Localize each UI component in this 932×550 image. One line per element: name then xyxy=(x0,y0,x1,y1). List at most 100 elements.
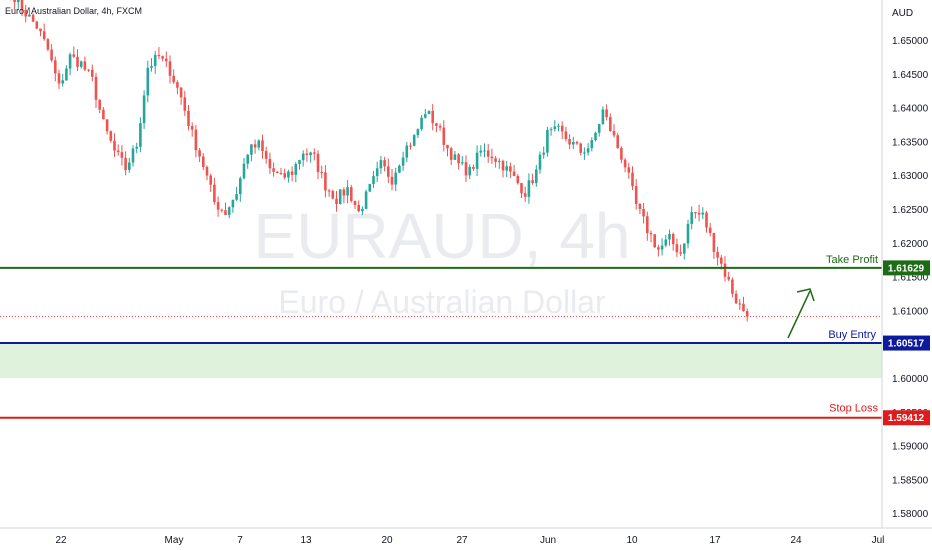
candle xyxy=(13,0,16,10)
candle xyxy=(420,114,423,131)
candle xyxy=(745,308,749,322)
candle xyxy=(342,187,346,204)
candle xyxy=(686,219,690,249)
price-tick: 1.61500 xyxy=(892,273,929,284)
candle xyxy=(461,156,464,166)
candle xyxy=(361,206,364,216)
time-tick: May xyxy=(165,535,184,546)
candle xyxy=(653,233,656,249)
candle xyxy=(316,150,320,180)
candle xyxy=(209,173,212,192)
candle xyxy=(557,123,560,132)
candle xyxy=(708,222,712,237)
price-axis-currency: AUD xyxy=(892,8,913,19)
candle xyxy=(523,186,527,202)
take-profit-tag: 1.61629 xyxy=(883,260,930,276)
candle xyxy=(68,52,72,76)
candle xyxy=(301,150,305,167)
candle xyxy=(601,106,605,125)
watermark-name: Euro / Australian Dollar xyxy=(278,284,606,320)
candle xyxy=(72,46,76,58)
price-tick: 1.65000 xyxy=(892,36,929,47)
candle xyxy=(187,105,190,131)
candle xyxy=(239,176,242,202)
candle xyxy=(305,148,309,162)
candle xyxy=(620,146,623,164)
candle xyxy=(486,143,490,163)
candle xyxy=(94,72,98,108)
candle xyxy=(646,211,649,241)
candle xyxy=(742,296,745,312)
candle xyxy=(113,133,116,157)
candle xyxy=(416,128,420,138)
candle xyxy=(20,0,24,17)
take-profit-value: 1.61629 xyxy=(888,263,925,274)
candle xyxy=(394,167,397,192)
candle xyxy=(679,244,682,257)
candle xyxy=(213,178,216,205)
candle xyxy=(309,151,312,163)
candle xyxy=(453,150,457,161)
time-axis[interactable] xyxy=(0,528,932,550)
candle xyxy=(79,60,83,69)
take-profit-label: Take Profit xyxy=(826,254,878,266)
candle xyxy=(475,145,479,176)
candle xyxy=(87,69,90,72)
candle xyxy=(623,158,627,173)
candle xyxy=(660,238,664,256)
price-tick: 1.62500 xyxy=(892,205,929,216)
candle xyxy=(697,204,701,222)
time-tick: 10 xyxy=(626,535,638,546)
candle xyxy=(579,142,582,156)
candle xyxy=(438,123,442,131)
time-tick: 27 xyxy=(456,535,468,546)
candle xyxy=(231,199,235,213)
up-arrow-icon xyxy=(787,288,815,339)
time-tick: Jun xyxy=(540,535,556,546)
candle xyxy=(294,162,298,183)
candle xyxy=(198,148,201,163)
candle xyxy=(364,189,368,210)
candle xyxy=(246,153,249,169)
candle xyxy=(105,119,109,135)
time-tick: 22 xyxy=(55,535,67,546)
candle xyxy=(139,117,142,153)
candle xyxy=(512,164,516,177)
candle xyxy=(235,186,238,202)
candle xyxy=(124,151,127,176)
candle xyxy=(368,183,372,193)
candle xyxy=(690,206,693,230)
candle xyxy=(664,235,668,248)
candle xyxy=(501,159,505,178)
candle xyxy=(627,162,631,179)
candle xyxy=(538,151,542,174)
candle xyxy=(409,142,412,150)
candle xyxy=(202,153,205,171)
candle xyxy=(142,90,146,130)
time-tick: 7 xyxy=(237,535,243,546)
candle xyxy=(131,145,135,167)
candle xyxy=(494,155,497,168)
candle xyxy=(313,148,316,161)
candle xyxy=(649,230,653,243)
candle xyxy=(146,60,150,103)
buy-entry-tag: 1.60517 xyxy=(883,335,930,351)
candle xyxy=(327,188,331,197)
price-tick: 1.60000 xyxy=(892,374,929,385)
candle xyxy=(642,203,645,224)
candle xyxy=(216,196,220,217)
candle xyxy=(54,56,57,82)
candle xyxy=(224,202,227,216)
candle xyxy=(424,108,427,119)
candle xyxy=(694,211,697,219)
candle xyxy=(442,120,446,152)
time-tick: 17 xyxy=(709,535,721,546)
candle xyxy=(401,151,405,171)
candle xyxy=(483,143,486,158)
price-tick: 1.63500 xyxy=(892,137,929,148)
price-tick: 1.64000 xyxy=(892,104,929,115)
chart-title: Euro / Australian Dollar, 4h, FXCM xyxy=(5,6,142,16)
candle xyxy=(509,162,512,179)
